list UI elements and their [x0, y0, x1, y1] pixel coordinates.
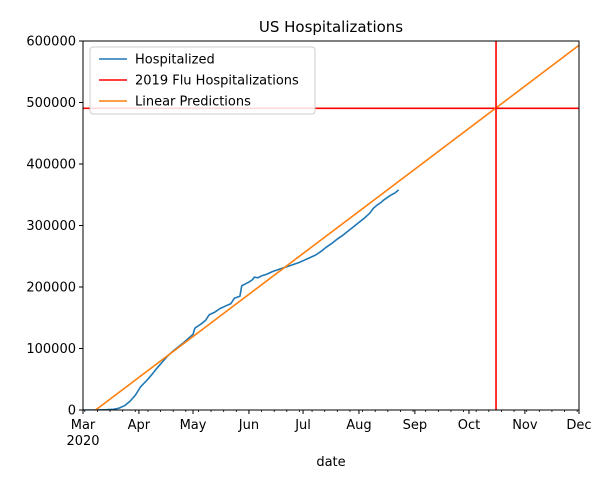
x-tick-label: Oct	[458, 418, 480, 433]
plot-area: 0 100000 200000 300000 400000 500000 600000 Mar…	[26, 35, 591, 450]
x-tick-label: Nov	[512, 418, 538, 433]
x-axis-label: date	[316, 455, 345, 470]
legend-box	[89, 46, 316, 115]
x-tick-label: Sep	[403, 418, 428, 433]
x-tick-label: Dec	[566, 418, 591, 433]
y-tick-label: 400000	[26, 158, 76, 173]
y-tick-label: 600000	[26, 35, 76, 50]
x-tick-label: May	[180, 418, 207, 433]
legend-entry: Hospitalized	[135, 53, 215, 68]
y-tick-label: 0	[68, 404, 76, 419]
x-tick-label: Aug	[346, 418, 371, 433]
x-tick-label: Jun	[238, 418, 259, 433]
y-tick-label: 100000	[26, 342, 76, 357]
y-tick-label: 500000	[26, 96, 76, 111]
x-tick-label: Jul	[294, 418, 311, 433]
legend-entry: 2019 Flu Hospitalizations	[135, 74, 299, 89]
legend: Hospitalized 2019 Flu Hospitalizations Lin…	[89, 46, 316, 115]
series-line-hospitalized	[83, 189, 400, 410]
y-tick-label: 200000	[26, 281, 76, 296]
y-tick-label: 300000	[26, 219, 76, 234]
x-tick-label: Apr	[128, 418, 151, 433]
x-tick-label: Mar	[71, 418, 96, 433]
x-tick-sublabel: 2020	[66, 434, 99, 449]
legend-entry: Linear Predictions	[135, 95, 251, 110]
chart-title: US Hospitalizations	[259, 18, 403, 36]
series-line-linear-predictions	[95, 44, 579, 410]
